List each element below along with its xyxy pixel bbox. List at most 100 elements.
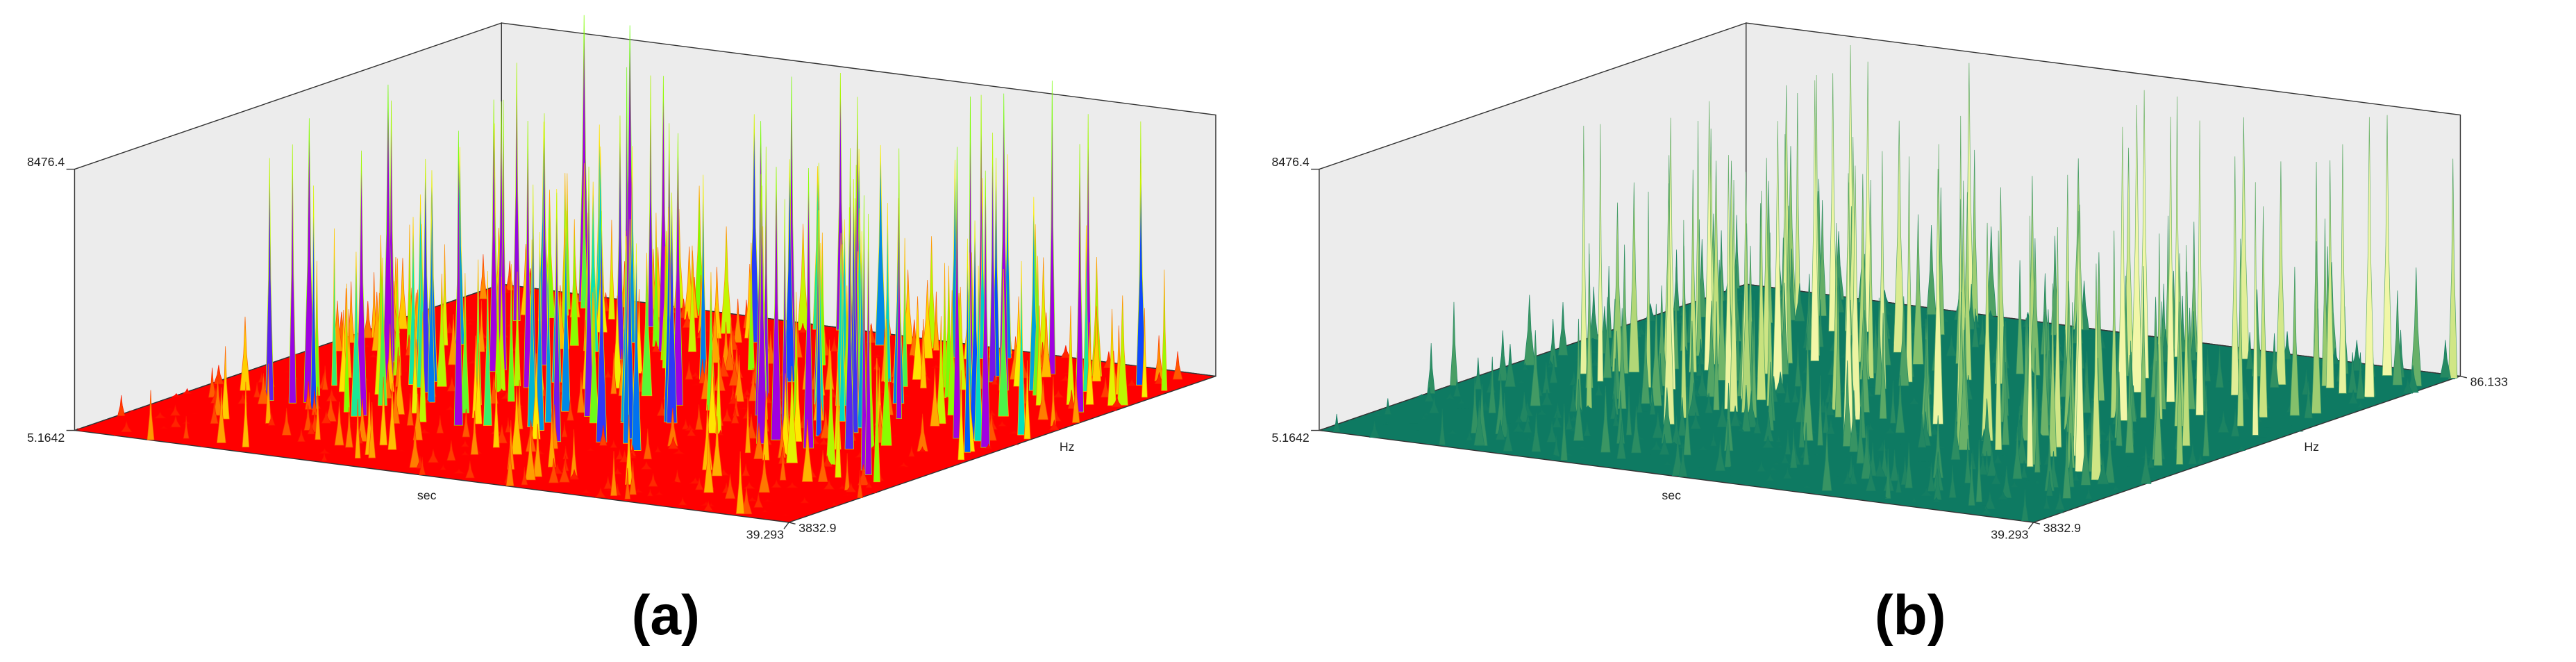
surface-spike xyxy=(779,446,787,481)
surface-spike xyxy=(428,449,439,463)
surface-spike xyxy=(901,238,908,387)
surface-spike xyxy=(2125,354,2134,454)
surface-spike xyxy=(561,422,568,438)
surface-spike xyxy=(1959,485,1966,488)
surface-spike xyxy=(1552,413,1562,428)
y-tick-label: 3832.9 xyxy=(798,521,836,535)
surface-spike xyxy=(2001,465,2012,498)
surface-spike xyxy=(1633,402,1639,404)
surface-spike xyxy=(1350,420,1360,423)
surface-spike xyxy=(348,422,358,424)
surface-spike xyxy=(117,395,126,416)
surface-spike xyxy=(2190,311,2197,361)
surface-spike xyxy=(1580,126,1587,374)
surface-spike xyxy=(2097,455,2109,485)
surface-spike xyxy=(902,394,911,397)
surface-spike xyxy=(1872,398,1879,401)
surface-spike xyxy=(1496,420,1505,440)
surface-spike xyxy=(321,411,331,424)
surface-spike xyxy=(305,381,312,410)
surface-spike xyxy=(1512,431,1522,433)
surface-spike xyxy=(1037,380,1048,420)
surface-spike xyxy=(799,497,810,504)
surface-spike xyxy=(985,443,993,449)
surface-spike xyxy=(1856,406,1865,464)
surface-spike xyxy=(549,458,559,483)
surface-spike xyxy=(311,390,318,415)
surface-spike xyxy=(2269,333,2280,388)
surface-spike xyxy=(172,393,181,397)
surface-spike xyxy=(2245,332,2254,370)
surface-spike xyxy=(1427,343,1436,394)
surface-spike xyxy=(1905,442,1913,488)
surface-spike xyxy=(2105,425,2115,483)
surface-spike xyxy=(1705,392,1713,413)
surface-spike xyxy=(1890,449,1899,481)
surface-spike xyxy=(932,291,939,351)
surface-spike xyxy=(1733,215,1740,289)
surface-spike xyxy=(446,440,456,461)
surface-spike xyxy=(1822,315,1828,318)
surface-spike xyxy=(453,468,465,474)
surface-spike xyxy=(183,415,190,439)
surface-spike xyxy=(240,316,251,391)
surface-spike xyxy=(667,436,679,449)
y-tick-label: 86.133 xyxy=(2470,375,2508,389)
surface-spike xyxy=(2410,267,2422,387)
surface-spike xyxy=(821,455,833,467)
surface-spike xyxy=(1550,454,1558,456)
surface-spike xyxy=(1775,434,1782,442)
surface-spike xyxy=(1541,389,1553,406)
surface-spike xyxy=(2230,156,2239,396)
surface-spike xyxy=(283,397,290,399)
surface-spike xyxy=(628,445,637,457)
surface-spike xyxy=(2190,222,2198,353)
surface-spike xyxy=(1775,443,1784,448)
surface-spike xyxy=(1873,458,1886,477)
surface-spike xyxy=(694,477,704,490)
surface-spike xyxy=(758,454,771,493)
surface-spike xyxy=(437,274,447,387)
surface-spike xyxy=(1971,308,1980,348)
surface-spike xyxy=(707,349,717,433)
surface-spike xyxy=(1834,276,1842,417)
surface-spike xyxy=(559,460,570,483)
surface-spike xyxy=(830,336,839,352)
surface-spike xyxy=(453,131,463,426)
surface-spike xyxy=(599,425,608,446)
surface-spike xyxy=(1678,445,1688,477)
surface-spike xyxy=(2030,238,2041,376)
surface-spike xyxy=(465,461,475,479)
surface-spike xyxy=(2204,349,2211,382)
surface-spike xyxy=(2140,446,2152,484)
x-tick-label: 39.293 xyxy=(1991,528,2028,542)
surface-spike xyxy=(1697,338,1705,365)
surface-spike xyxy=(631,243,642,451)
surface-spike xyxy=(1848,454,1857,456)
surface-spike xyxy=(508,264,515,402)
surface-spike xyxy=(221,346,230,420)
surface-spike xyxy=(169,415,182,428)
surface-spike xyxy=(746,497,759,502)
surface-spike xyxy=(1905,156,1913,383)
surface-spike xyxy=(466,321,474,325)
surface-spike xyxy=(1762,435,1774,449)
surface-spike xyxy=(1516,379,1527,384)
surface-spike xyxy=(2304,381,2313,419)
surface-spike xyxy=(1730,405,1741,427)
surface-spike xyxy=(2085,488,2093,499)
surface-spike xyxy=(2048,283,2057,457)
surface-spike xyxy=(908,446,915,457)
surface-spike xyxy=(1895,375,1905,433)
surface-spike xyxy=(166,407,174,410)
surface-spike xyxy=(936,316,946,424)
surface-spike xyxy=(440,464,447,470)
surface-spike xyxy=(730,407,739,424)
surface-spike xyxy=(1421,412,1432,416)
surface-spike xyxy=(892,434,898,437)
surface-spike xyxy=(1927,463,1935,492)
surface-spike xyxy=(567,398,574,421)
surface-spike xyxy=(1834,475,1841,477)
surface-spike xyxy=(1932,415,1943,479)
